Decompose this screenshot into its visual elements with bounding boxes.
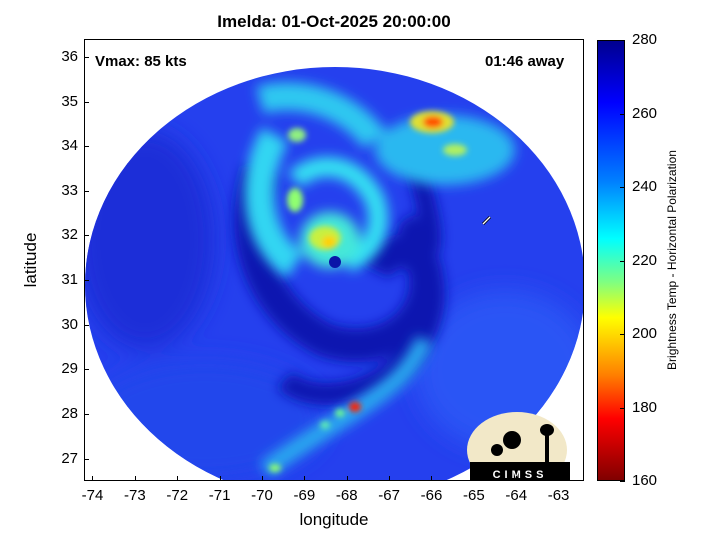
x-tick-mark — [304, 476, 306, 481]
colorbar-tick-mark — [620, 113, 625, 115]
x-tick-mark — [558, 476, 560, 481]
time-away-label: 01:46 away — [485, 53, 565, 70]
x-tick-mark — [261, 476, 263, 481]
x-tick-label: -63 — [547, 487, 570, 504]
x-tick-mark — [134, 476, 136, 481]
colorbar-tick-label: 180 — [632, 398, 658, 416]
y-tick-mark — [84, 280, 89, 282]
colorbar-tick-label: 220 — [632, 251, 658, 269]
y-tick-mark — [84, 369, 89, 371]
y-tick-label: 29 — [61, 360, 78, 378]
x-tick-mark — [473, 476, 475, 481]
colorbar-tick-mark — [620, 40, 625, 41]
x-tick-mark — [431, 476, 433, 481]
y-tick-mark — [84, 190, 89, 192]
y-tick-label: 30 — [61, 315, 78, 333]
x-tick-label: -68 — [335, 487, 358, 504]
vmax-label: Vmax: 85 kts — [95, 53, 187, 70]
y-tick-label: 33 — [61, 181, 78, 199]
x-tick-label: -70 — [251, 487, 273, 504]
colorbar-tick-label: 260 — [632, 104, 658, 122]
x-tick-label: -72 — [166, 487, 189, 504]
y-tick-label: 31 — [61, 271, 78, 289]
colorbar-tick-mark — [620, 334, 625, 335]
y-axis-label: latitude — [21, 232, 40, 288]
y-tick-mark — [84, 414, 89, 416]
colorbar-tick-mark — [620, 260, 625, 262]
storm-marker — [481, 215, 492, 226]
microwave-swath: CIMSS — [85, 67, 583, 481]
colorbar-tick-mark — [620, 407, 625, 409]
x-tick-mark — [177, 476, 179, 481]
y-tick-mark — [84, 56, 89, 58]
x-axis-label: longitude — [299, 510, 369, 529]
x-tick-label: -73 — [124, 487, 146, 504]
x-tick-label: -71 — [208, 487, 231, 504]
colorbar-tick-label: 200 — [632, 325, 658, 342]
plot-title: Imelda: 01-Oct-2025 20:00:00 — [217, 12, 451, 31]
x-tick-label: -69 — [293, 487, 316, 504]
y-tick-label: 36 — [61, 47, 78, 65]
x-tick-mark — [219, 476, 221, 481]
x-tick-mark — [92, 476, 94, 481]
x-tick-mark — [516, 476, 518, 481]
satellite-image-plot: CIMSS — [84, 39, 584, 481]
y-tick-label: 34 — [61, 137, 78, 155]
y-tick-mark — [84, 458, 89, 460]
y-tick-label: 28 — [61, 405, 78, 423]
x-tick-mark — [389, 476, 391, 481]
x-tick-label: -67 — [378, 487, 400, 504]
x-tick-mark — [346, 476, 348, 481]
logo-text: CIMSS — [493, 469, 548, 481]
colorbar-tick-label: 280 — [632, 31, 658, 48]
y-tick-mark — [84, 101, 89, 103]
colorbar-tick-mark — [620, 481, 625, 482]
y-tick-label: 32 — [61, 226, 78, 244]
y-tick-mark — [84, 235, 89, 237]
colorbar-tick-label: 240 — [632, 178, 658, 195]
x-tick-label: -74 — [81, 487, 104, 504]
x-tick-label: -66 — [420, 487, 443, 504]
cimss-logo: CIMSS — [467, 412, 570, 481]
y-tick-label: 27 — [61, 449, 78, 467]
swath-imagery — [85, 67, 583, 480]
colorbar-label: Brightness Temp - Horizontal Polarizatio… — [665, 150, 679, 370]
y-tick-label: 35 — [61, 92, 78, 110]
x-tick-label: -64 — [505, 487, 528, 504]
colorbar-tick-label: 160 — [632, 472, 658, 489]
x-tick-label: -65 — [462, 487, 485, 504]
y-tick-mark — [84, 324, 89, 326]
colorbar-tick-mark — [620, 187, 625, 188]
y-tick-mark — [84, 146, 89, 148]
